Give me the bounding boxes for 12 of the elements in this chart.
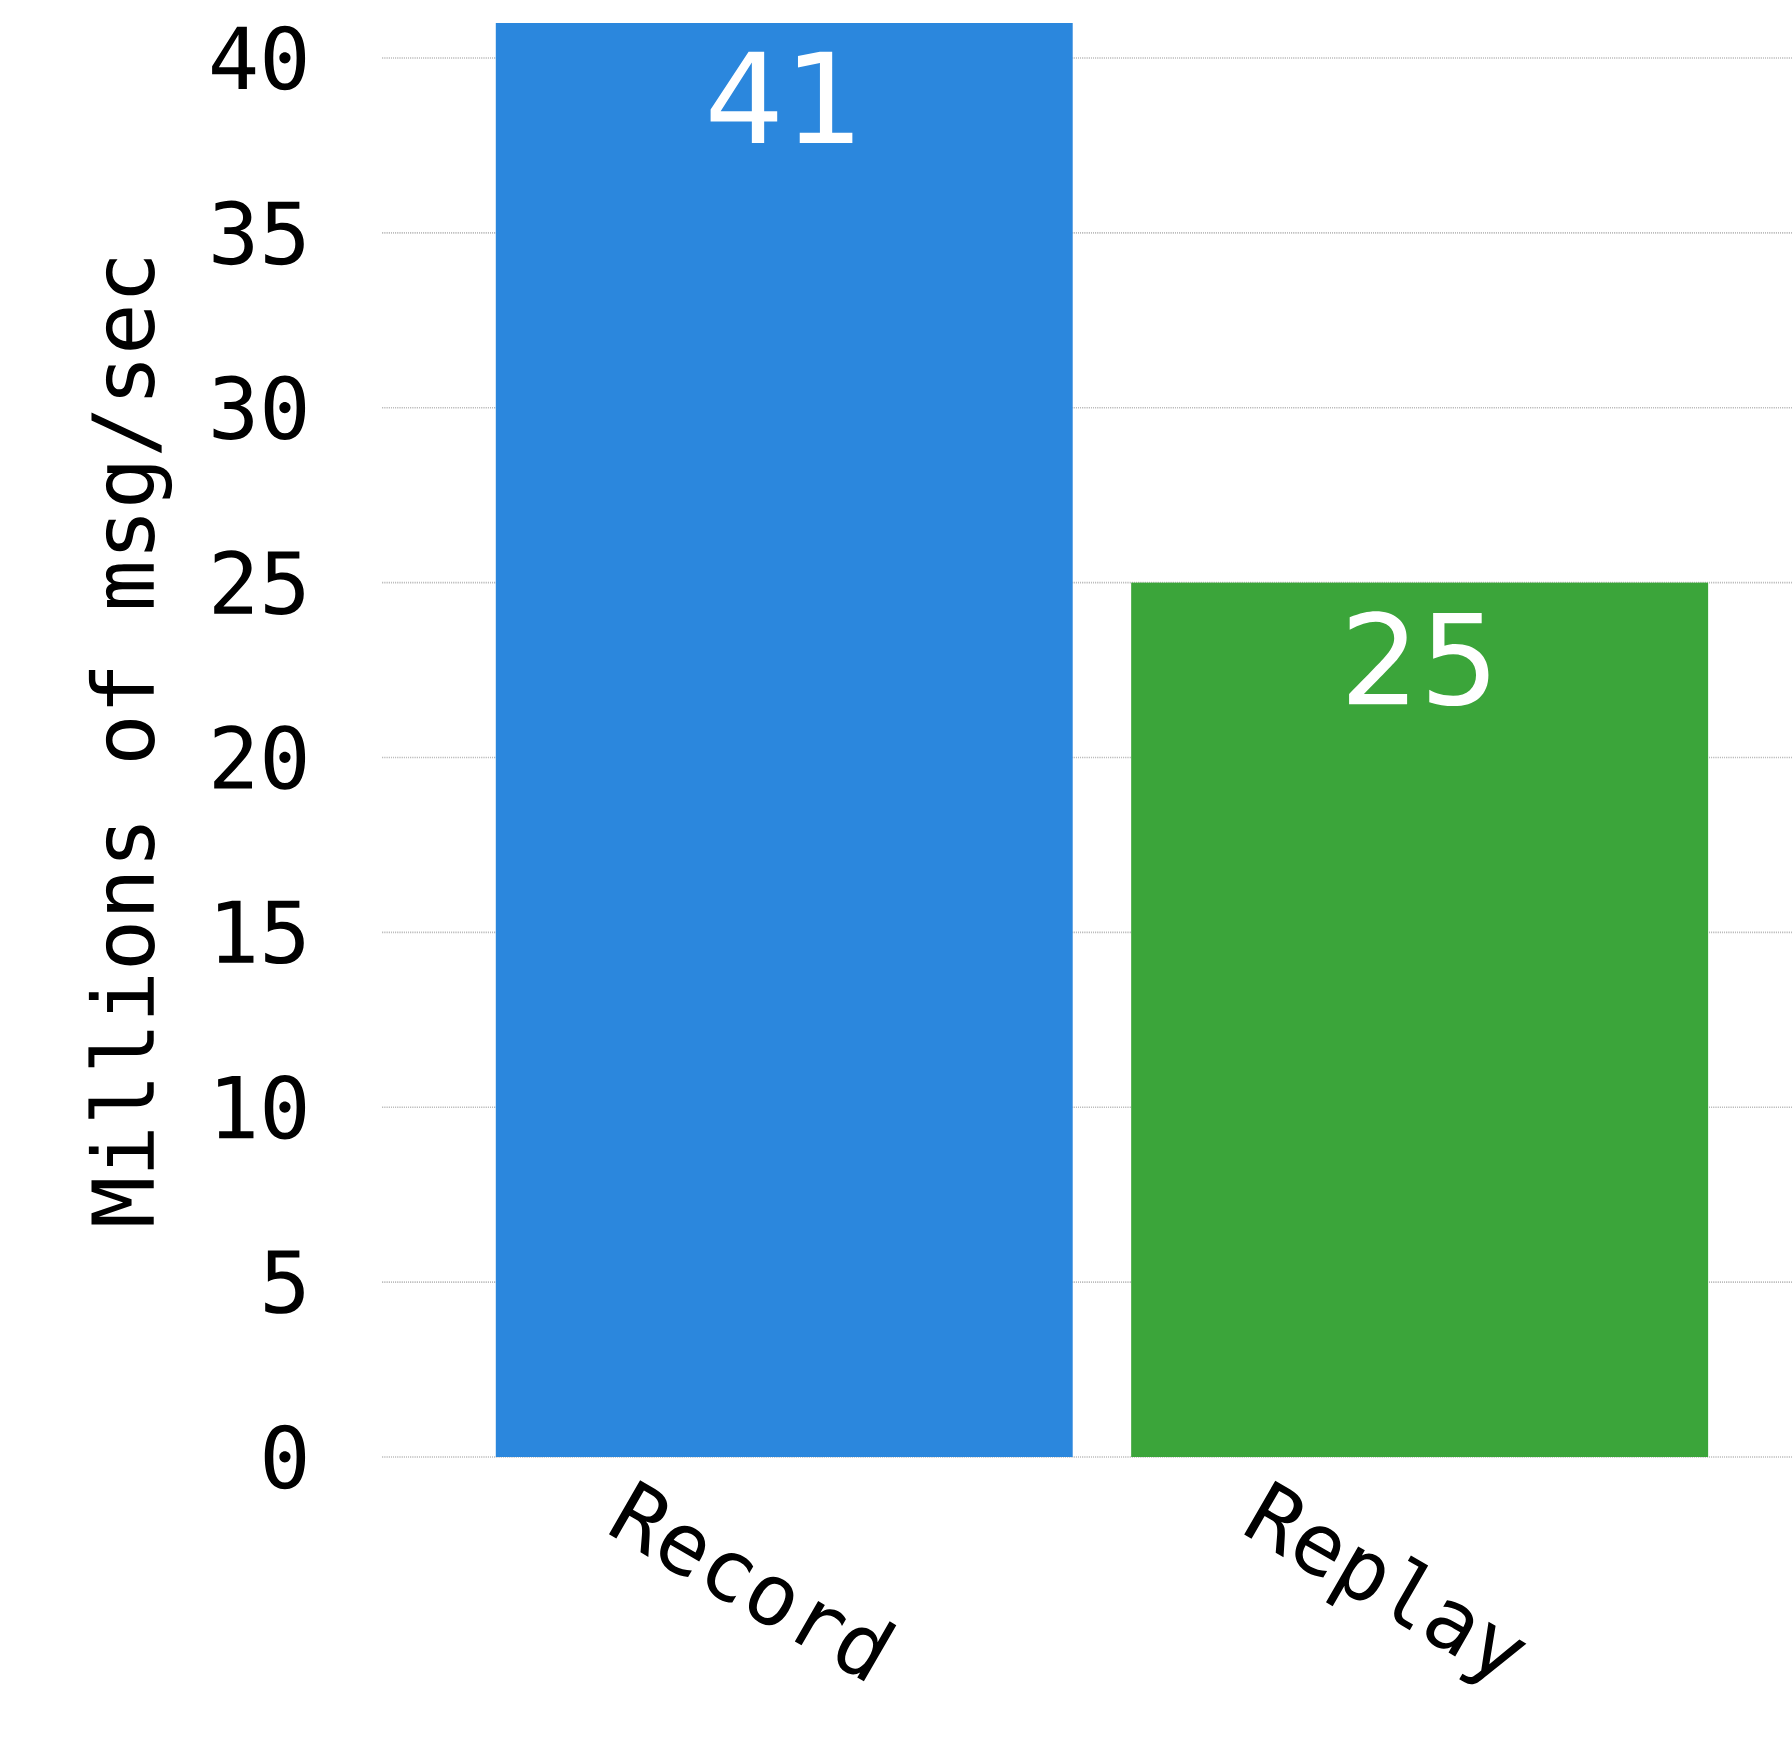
data-label: 41	[710, 51, 853, 144]
y-tick-label: 15	[218, 900, 304, 965]
y-axis-title: Millions of msg/sec	[88, 259, 173, 1225]
y-tick-label: 35	[213, 200, 304, 266]
y-tick-label: 40	[212, 25, 306, 91]
y-tick-label: 5	[265, 1250, 304, 1314]
y-tick-label: 20	[214, 725, 306, 790]
y-tick-label: 0	[264, 1424, 306, 1490]
y-tick-label: 25	[214, 550, 304, 615]
data-label: 25	[1349, 611, 1489, 707]
y-tick-label: 30	[213, 375, 306, 440]
y-tick-label: 10	[218, 1074, 306, 1140]
